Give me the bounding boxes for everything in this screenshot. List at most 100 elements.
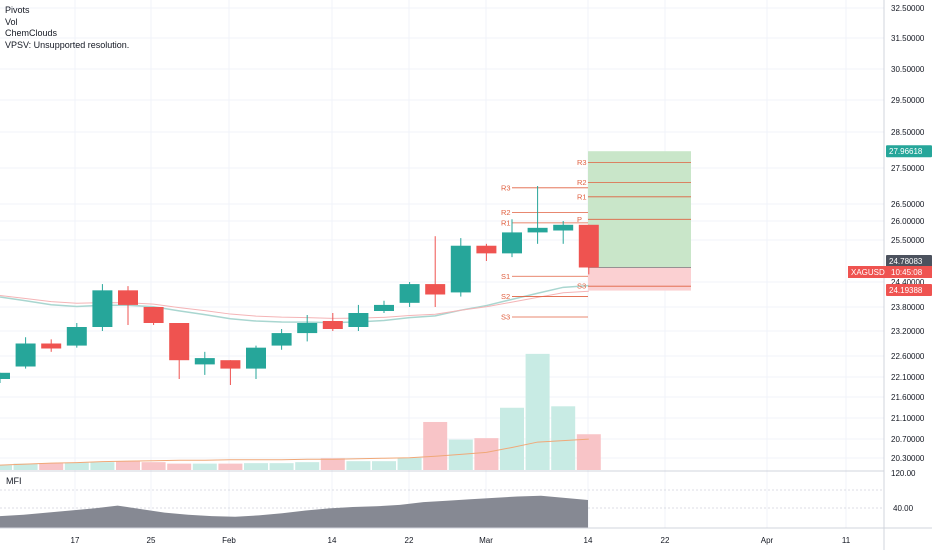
volume-bar (64, 462, 89, 470)
time-tick: Apr (761, 536, 774, 545)
volume-bar (0, 465, 12, 470)
volume-bar (141, 462, 166, 470)
volume-bar (39, 463, 64, 470)
candle-body (322, 321, 343, 329)
candle-body (92, 290, 113, 327)
volume-bar (320, 458, 345, 470)
price-tick: 28.50000 (891, 128, 925, 137)
candle-body (425, 284, 446, 295)
candle-body (66, 327, 87, 346)
symbol-tag-bg (848, 266, 932, 278)
candle-body (297, 323, 318, 334)
candle-body (169, 323, 190, 361)
pivot-label-r3: R3 (501, 183, 511, 192)
price-tick: 25.50000 (891, 236, 925, 245)
candle-body (220, 360, 241, 369)
volume-bar (269, 463, 294, 470)
candle-body (450, 245, 471, 293)
candle-body (553, 224, 574, 231)
candle-body (15, 343, 36, 367)
mfi-label[interactable]: MFI (6, 476, 22, 486)
volume-bar (372, 461, 396, 470)
volume-bar (423, 421, 448, 470)
volume-bar (218, 463, 243, 470)
volume-bar (295, 462, 320, 470)
price-tick: 22.10000 (891, 373, 925, 382)
volume-bar (167, 463, 192, 470)
price-tick: 24.40000 (891, 278, 925, 287)
candle-body (476, 245, 497, 254)
symbol-tag: XAGUSD (851, 268, 885, 277)
candle-body (348, 313, 369, 327)
countdown-tag: 10:45:08 (891, 268, 923, 277)
pivot-label-p: P (577, 215, 582, 224)
candle-body (374, 304, 394, 311)
pivot-label-s2: S2 (501, 292, 510, 301)
price-tick: 20.70000 (891, 435, 925, 444)
mfi-tick: 40.00 (893, 504, 914, 513)
price-tick: 32.50000 (891, 4, 925, 13)
time-tick: 22 (405, 536, 414, 545)
volume-bar (346, 461, 371, 470)
volume-bar (500, 407, 524, 470)
price-tick: 30.50000 (891, 65, 925, 74)
pivot-label-s3: S3 (577, 282, 586, 291)
price-tick: 120.00 (891, 469, 916, 478)
indicator-chemclouds[interactable]: ChemClouds (5, 28, 58, 38)
target-price-tag: 27.96618 (889, 147, 923, 156)
price-tick: 22.60000 (891, 352, 925, 361)
pivot-label-r1: R1 (501, 218, 511, 227)
candle-body (502, 232, 522, 254)
volume-bar (116, 461, 140, 470)
pivot-label-r2: R2 (501, 208, 511, 217)
volume-bar (397, 457, 422, 470)
price-tick: 26.50000 (891, 200, 925, 209)
candle-body (0, 372, 10, 379)
price-tick: 21.10000 (891, 414, 925, 423)
price-tick: 26.00000 (891, 217, 925, 226)
candle-body (41, 343, 62, 349)
target-zone (588, 151, 691, 268)
price-tick: 21.60000 (891, 393, 925, 402)
volume-bar (576, 434, 601, 470)
target-price-tag-bg (886, 145, 932, 158)
time-tick: 17 (71, 536, 80, 545)
volume-bar (474, 438, 499, 470)
price-tick: 29.50000 (891, 96, 925, 105)
time-tick: 14 (584, 536, 593, 545)
price-tick: 20.30000 (891, 454, 925, 463)
candle-body (399, 284, 420, 303)
volume-bar (525, 353, 550, 470)
mfi-pane (0, 470, 932, 529)
candle-body (118, 290, 138, 305)
candle-body (578, 224, 599, 268)
price-tags: 27.96618 24.78083 XAGUSD 10:45:08 24.19388 (848, 145, 932, 296)
time-tick: 25 (147, 536, 156, 545)
candle-body (143, 307, 164, 323)
price-tick: 31.50000 (891, 34, 925, 43)
volume-bar (551, 406, 576, 470)
volume-bars (0, 353, 601, 470)
indicator-vol[interactable]: Vol (5, 16, 18, 27)
indicator-vpsv[interactable]: VPSV: Unsupported resolution. (5, 39, 130, 50)
indicator-pivots[interactable]: Pivots (5, 5, 30, 15)
pivot-label-s3: S3 (501, 313, 510, 322)
price-tick: 23.80000 (891, 303, 925, 312)
candle-body (527, 227, 548, 233)
candle-body (194, 358, 215, 365)
volume-bar (13, 463, 38, 470)
candle-body (246, 347, 266, 369)
time-tick: Feb (222, 536, 236, 545)
pivot-label-r1: R1 (577, 192, 587, 201)
volume-bar (90, 462, 115, 470)
current-price-tag: 24.78083 (889, 257, 923, 266)
current-price-tag-bg (886, 255, 932, 267)
stop-price-tag: 24.19388 (889, 286, 923, 295)
volume-ma-line (0, 438, 589, 466)
position-zones (588, 151, 691, 291)
pivot-label-r2: R2 (577, 178, 587, 187)
candle-body (271, 333, 292, 346)
stop-price-tag-bg (886, 284, 932, 296)
